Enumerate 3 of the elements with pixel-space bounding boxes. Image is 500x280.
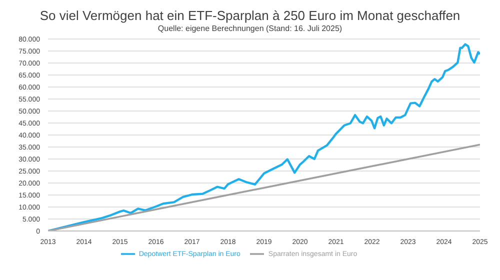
chart-title: So viel Vermögen hat ein ETF-Sparplan à 250 Euro im Monat geschaffen	[38, 8, 462, 23]
chart-subtitle: Quelle: eigene Berechnungen (Stand: 16. Juli 2025)	[156, 24, 344, 33]
line-series	[48, 43, 480, 231]
